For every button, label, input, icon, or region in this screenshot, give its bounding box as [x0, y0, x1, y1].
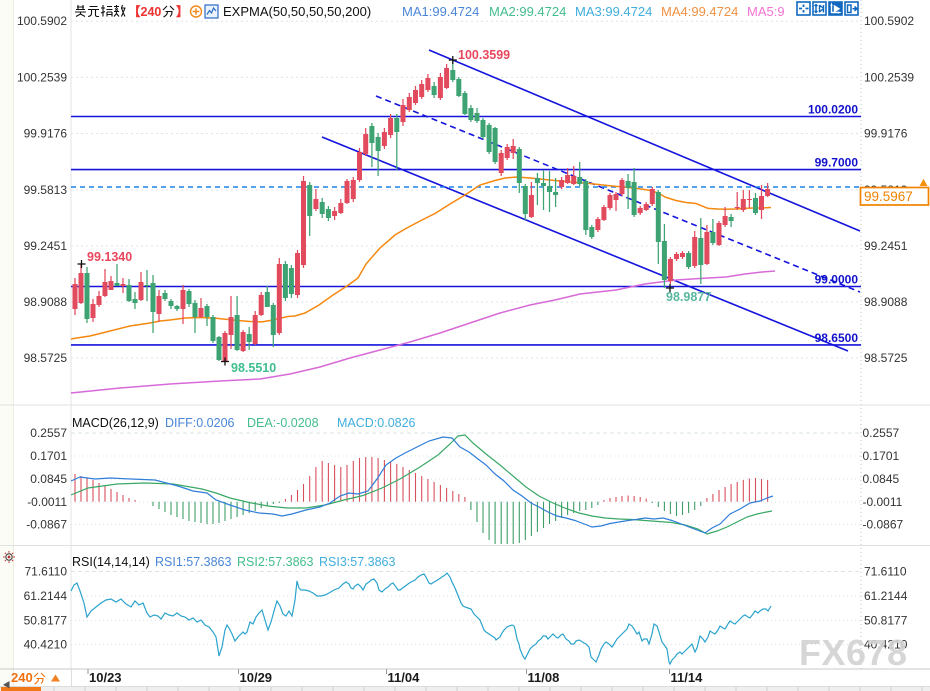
- svg-text:MACD:0.0826: MACD:0.0826: [337, 416, 416, 430]
- svg-text:0.0845: 0.0845: [863, 472, 900, 486]
- svg-text:100.0200: 100.0200: [808, 103, 858, 117]
- svg-text:99.0000: 99.0000: [815, 273, 859, 287]
- svg-text:98.6500: 98.6500: [815, 331, 859, 345]
- svg-text:99.5967: 99.5967: [864, 189, 913, 204]
- svg-text:-0.0867: -0.0867: [863, 518, 904, 532]
- svg-text:DEA:-0.0208: DEA:-0.0208: [247, 416, 319, 430]
- svg-text:98.9088: 98.9088: [24, 295, 68, 309]
- svg-text:98.5725: 98.5725: [864, 351, 908, 365]
- svg-text:MA2:99.4724: MA2:99.4724: [489, 4, 566, 19]
- svg-text:0.1701: 0.1701: [863, 449, 900, 463]
- svg-text:61.2144: 61.2144: [24, 589, 68, 603]
- svg-text:99.5813: 99.5813: [24, 183, 68, 197]
- svg-text:99.9176: 99.9176: [864, 127, 908, 141]
- svg-text:98.9877: 98.9877: [666, 290, 711, 304]
- svg-text:11/14: 11/14: [671, 670, 704, 685]
- svg-text:】: 】: [176, 4, 189, 19]
- svg-text:98.5725: 98.5725: [24, 351, 68, 365]
- svg-text:71.6110: 71.6110: [864, 565, 907, 579]
- svg-text:99.7000: 99.7000: [815, 156, 859, 170]
- svg-text:100.3599: 100.3599: [458, 48, 510, 62]
- svg-text:MA5:9: MA5:9: [747, 4, 785, 19]
- svg-text:MA4:99.4724: MA4:99.4724: [661, 4, 738, 19]
- svg-text:99.2451: 99.2451: [24, 239, 68, 253]
- svg-text:98.5510: 98.5510: [231, 361, 276, 375]
- svg-text:61.2144: 61.2144: [864, 589, 908, 603]
- svg-text:99.9176: 99.9176: [24, 127, 68, 141]
- svg-text:10/29: 10/29: [240, 670, 273, 685]
- svg-text:RSI2:57.3863: RSI2:57.3863: [237, 555, 313, 569]
- svg-text:MA3:99.4724: MA3:99.4724: [575, 4, 652, 19]
- svg-text:0.1701: 0.1701: [30, 449, 67, 463]
- svg-text:0.2557: 0.2557: [863, 426, 900, 440]
- svg-text:11/04: 11/04: [388, 670, 421, 685]
- svg-text:50.8177: 50.8177: [24, 614, 68, 628]
- svg-text:100.2539: 100.2539: [864, 71, 914, 85]
- svg-text:98.9088: 98.9088: [864, 295, 908, 309]
- svg-text:0.2557: 0.2557: [30, 426, 67, 440]
- svg-text:240: 240: [11, 670, 33, 685]
- svg-text:-0.0011: -0.0011: [863, 495, 903, 509]
- svg-text:-0.0011: -0.0011: [27, 495, 67, 509]
- svg-text:100.2539: 100.2539: [17, 71, 67, 85]
- svg-text:MA1:99.4724: MA1:99.4724: [402, 4, 479, 19]
- svg-text:RSI1:57.3863: RSI1:57.3863: [155, 555, 231, 569]
- svg-text:40.4210: 40.4210: [864, 638, 908, 652]
- svg-text:100.5902: 100.5902: [864, 14, 914, 28]
- svg-text:50.8177: 50.8177: [864, 614, 908, 628]
- svg-text:100.5902: 100.5902: [17, 14, 67, 28]
- svg-text:RSI3:57.3863: RSI3:57.3863: [319, 555, 395, 569]
- svg-text:40.4210: 40.4210: [24, 638, 68, 652]
- svg-text:DIFF:0.0206: DIFF:0.0206: [165, 416, 235, 430]
- svg-text:【240: 【240: [128, 4, 161, 19]
- svg-text:0.0845: 0.0845: [30, 472, 67, 486]
- svg-text:11/08: 11/08: [528, 670, 560, 685]
- svg-text:RSI(14,14,14): RSI(14,14,14): [72, 555, 150, 569]
- svg-text:71.6110: 71.6110: [25, 565, 68, 579]
- svg-text:99.2451: 99.2451: [864, 239, 908, 253]
- svg-text:99.1340: 99.1340: [87, 250, 132, 264]
- svg-text:10/23: 10/23: [89, 670, 122, 685]
- svg-text:FX678: FX678: [799, 632, 908, 673]
- svg-text:-0.0867: -0.0867: [26, 518, 67, 532]
- svg-text:MACD(26,12,9): MACD(26,12,9): [72, 416, 159, 430]
- svg-text:EXPMA(50,50,50,50,200): EXPMA(50,50,50,50,200): [223, 4, 371, 19]
